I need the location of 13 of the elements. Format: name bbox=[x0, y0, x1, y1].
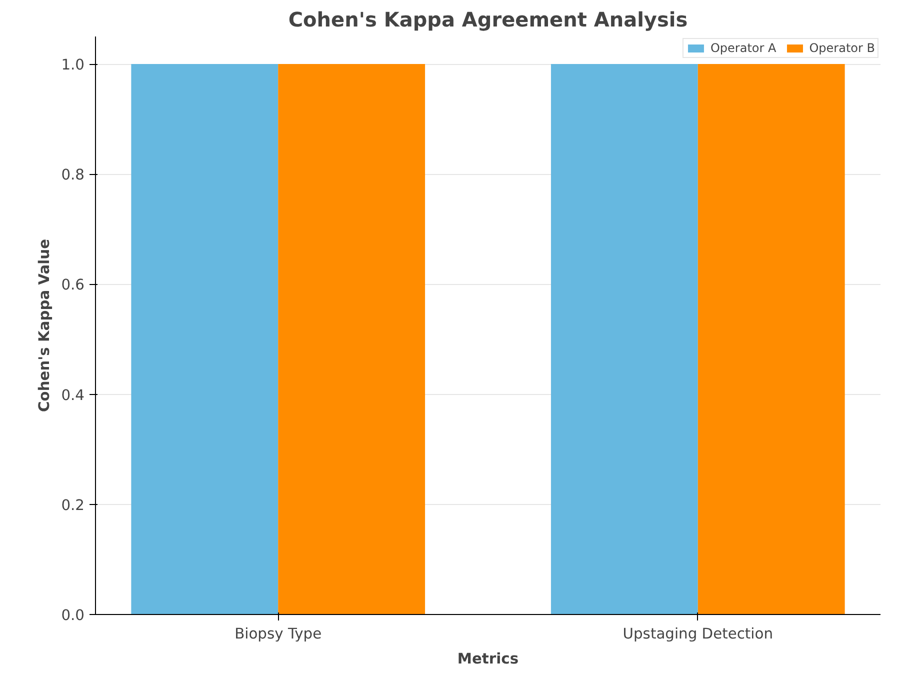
y-tick-label: 1.0 bbox=[61, 56, 85, 74]
x-tick-label: Upstaging Detection bbox=[622, 626, 774, 642]
y-axis-title: Cohen's Kappa Value bbox=[36, 238, 54, 412]
legend-label: Operator A bbox=[710, 41, 776, 55]
y-tick-label: 0.4 bbox=[61, 386, 85, 404]
chart-title: Cohen's Kappa Agreement Analysis bbox=[288, 8, 688, 32]
y-tick-label: 0.6 bbox=[61, 276, 85, 294]
legend-label: Operator B bbox=[809, 41, 875, 55]
x-tick-label: Biopsy Type bbox=[234, 626, 322, 642]
y-tick-label: 0.8 bbox=[61, 166, 85, 184]
y-tick-label: 0.2 bbox=[61, 496, 85, 514]
x-axis-title: Metrics bbox=[457, 650, 519, 668]
y-tick-label: 0.0 bbox=[61, 607, 85, 624]
